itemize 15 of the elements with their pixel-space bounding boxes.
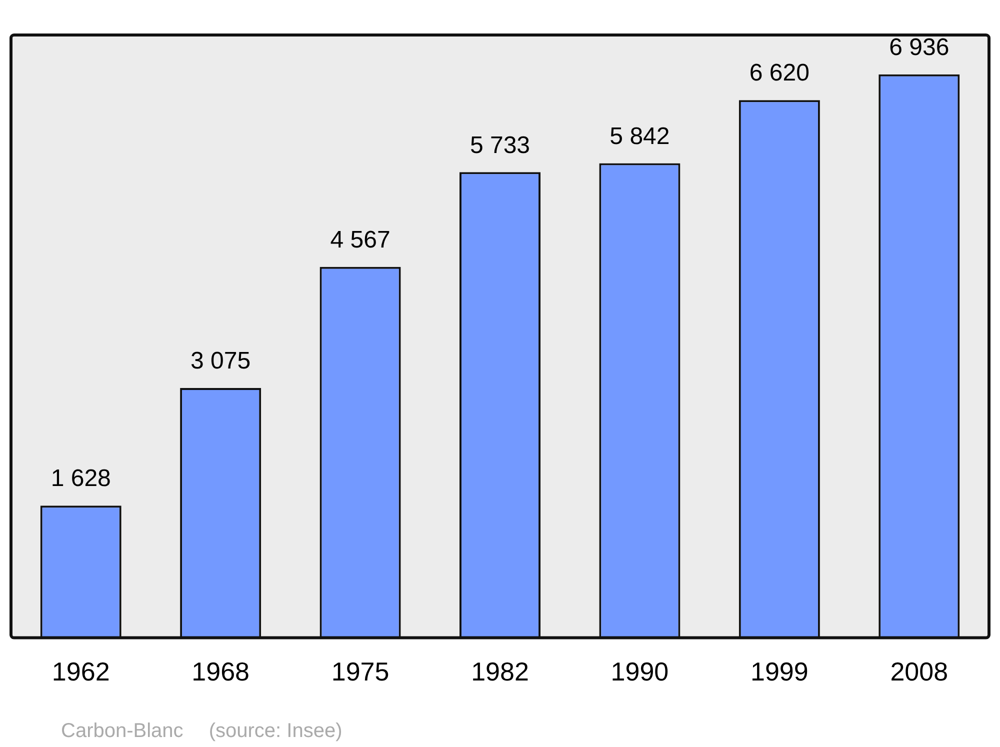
x-tick-label: 1975 [331,656,390,687]
data-label: 4 567 [330,226,390,254]
x-tick-label: 1962 [52,656,110,687]
data-label: 1 628 [50,465,111,492]
x-tick-label: 2008 [890,656,948,687]
data-label: 5 842 [610,122,670,150]
x-tick-label: 1968 [192,656,250,687]
x-tick-label: 1982 [471,656,529,687]
data-label: 5 733 [470,132,530,159]
data-label: 6 936 [889,34,950,62]
text: Carbon-Blanc (source: Insee) [61,720,342,742]
x-tick-label: 1999 [750,656,808,687]
x-tick-label: 1990 [610,656,669,687]
data-label: 3 075 [190,348,251,375]
data-label: 6 620 [749,60,810,87]
